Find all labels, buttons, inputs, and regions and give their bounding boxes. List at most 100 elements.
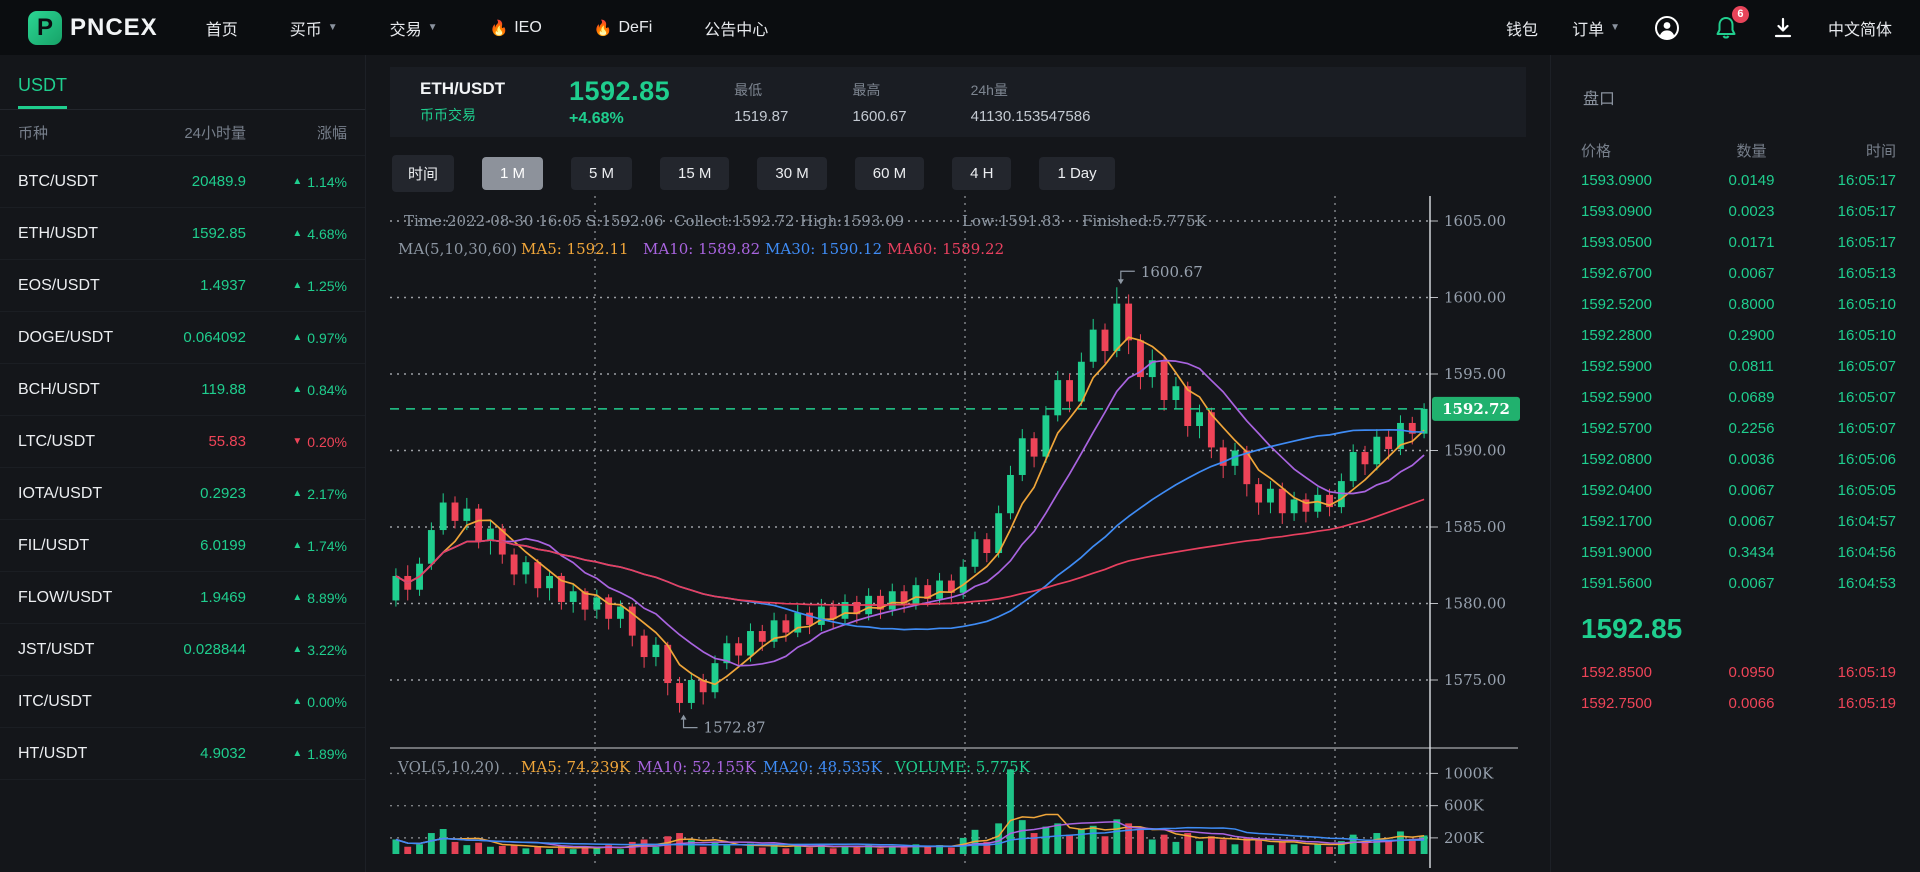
- trade-amount: 0.0067: [1728, 575, 1775, 592]
- pair-label: EOS/USDT: [18, 276, 100, 294]
- chevron-down-icon: ▼: [427, 22, 438, 33]
- download-app-button[interactable]: [1772, 16, 1794, 40]
- market-row-itc[interactable]: ITC/USDT ▲ 0.00%: [0, 676, 365, 728]
- change-value: ▲ 4.68%: [292, 225, 347, 242]
- market-row-iota[interactable]: IOTA/USDT 0.2923 ▲ 2.17%: [0, 468, 365, 520]
- trade-price: 1592.1700: [1581, 513, 1652, 530]
- chevron-down-icon: ▼: [1610, 22, 1620, 33]
- account-button[interactable]: [1654, 15, 1680, 41]
- svg-text:MA5: 74.239K: MA5: 74.239K: [521, 758, 631, 776]
- pair-label: LTC/USDT: [18, 432, 96, 450]
- ask-row[interactable]: 1592.5900 0.0811 16:05:07: [1581, 351, 1896, 382]
- bid-row[interactable]: 1592.8500 0.0950 16:05:19: [1581, 657, 1896, 688]
- pair-label: FIL/USDT: [18, 536, 90, 554]
- interval-15m[interactable]: 15 M: [660, 157, 730, 190]
- main-content: USDT 币种 24小时量 涨幅 BTC/USDT 20489.9 ▲ 1.14% ET…: [0, 55, 1920, 872]
- market-row-jst[interactable]: JST/USDT 0.028844 ▲ 3.22%: [0, 624, 365, 676]
- trade-time: 16:05:06: [1837, 451, 1896, 468]
- volume-value: 0.064092: [183, 329, 246, 346]
- market-row-fil[interactable]: FIL/USDT 6.0199 ▲ 1.74%: [0, 520, 365, 572]
- trade-time: 16:05:07: [1837, 420, 1896, 437]
- market-row-doge[interactable]: DOGE/USDT 0.064092 ▲ 0.97%: [0, 312, 365, 364]
- ask-row[interactable]: 1592.6700 0.0067 16:05:13: [1581, 258, 1896, 289]
- nav-item-5[interactable]: 🔥 DeFi: [594, 19, 652, 37]
- svg-text:Collect:1592.72: Collect:1592.72: [674, 212, 795, 230]
- trade-amount: 0.0811: [1729, 358, 1774, 375]
- nav-item-label: DeFi: [618, 18, 653, 36]
- volume-value: 0.028844: [183, 641, 246, 658]
- ask-row[interactable]: 1592.1700 0.0067 16:04:57: [1581, 506, 1896, 537]
- tab-usdt[interactable]: USDT: [18, 75, 67, 109]
- svg-text:Time:2022-08-30 16:05: Time:2022-08-30 16:05: [404, 212, 581, 230]
- change-value: ▲ 1.74%: [292, 537, 347, 554]
- ask-row[interactable]: 1591.9000 0.3434 16:04:56: [1581, 537, 1896, 568]
- market-tabs: USDT: [0, 55, 365, 110]
- market-row-eos[interactable]: EOS/USDT 1.4937 ▲ 1.25%: [0, 260, 365, 312]
- interval-5m[interactable]: 5 M: [571, 157, 633, 190]
- ask-row[interactable]: 1592.2800 0.2900 16:05:10: [1581, 320, 1896, 351]
- market-row-ltc[interactable]: LTC/USDT 55.83 ▼ 0.20%: [0, 416, 365, 468]
- svg-text:1590.00: 1590.00: [1444, 442, 1506, 460]
- change-value: ▲ 0.97%: [292, 329, 347, 346]
- ask-row[interactable]: 1592.5200 0.8000 16:05:10: [1581, 289, 1896, 320]
- market-row-flow[interactable]: FLOW/USDT 1.9469 ▲ 8.89%: [0, 572, 365, 624]
- ask-row[interactable]: 1593.0900 0.0023 16:05:17: [1581, 196, 1896, 227]
- volume-value: 6.0199: [200, 537, 246, 554]
- trade-price: 1593.0900: [1581, 172, 1652, 189]
- ask-row[interactable]: 1593.0900 0.0149 16:05:17: [1581, 165, 1896, 196]
- market-rows: BTC/USDT 20489.9 ▲ 1.14% ETH/USDT 1592.85 ▲ 4.6…: [0, 156, 365, 780]
- ask-row[interactable]: 1591.5600 0.0067 16:04:53: [1581, 568, 1896, 599]
- market-row-ht[interactable]: HT/USDT 4.9032 ▲ 1.89%: [0, 728, 365, 780]
- interval-4h[interactable]: 4 H: [952, 157, 1012, 190]
- nav-item-6[interactable]: 公告中心: [704, 16, 768, 40]
- interval-60m[interactable]: 60 M: [854, 157, 925, 190]
- svg-text:1595.00: 1595.00: [1444, 365, 1506, 383]
- interval-30m[interactable]: 30 M: [757, 157, 827, 190]
- interval-toolbar: 时间 1 M 5 M 15 M 30 M 60 M 4 H 1 Day: [392, 155, 1526, 192]
- nav-item-label: IEO: [514, 18, 542, 36]
- pair-label: FLOW/USDT: [18, 588, 113, 606]
- svg-text:MA5: 1592.11: MA5: 1592.11: [521, 240, 629, 258]
- market-row-eth[interactable]: ETH/USDT 1592.85 ▲ 4.68%: [0, 208, 365, 260]
- nav-item-1[interactable]: 首页: [206, 16, 238, 40]
- ask-row[interactable]: 1592.0800 0.0036 16:05:06: [1581, 444, 1896, 475]
- orderbook-last-price: 1592.85: [1581, 613, 1683, 644]
- market-row-bch[interactable]: BCH/USDT 119.88 ▲ 0.84%: [0, 364, 365, 416]
- nav-item-2[interactable]: 买币 ▼: [290, 16, 338, 40]
- ask-row[interactable]: 1592.5900 0.0689 16:05:07: [1581, 382, 1896, 413]
- time-dropdown-button[interactable]: 时间: [392, 155, 455, 192]
- interval-1day[interactable]: 1 Day: [1039, 157, 1115, 190]
- ask-row[interactable]: 1593.0500 0.0171 16:05:17: [1581, 227, 1896, 258]
- svg-text:200K: 200K: [1444, 829, 1485, 847]
- notifications-button[interactable]: 6: [1714, 5, 1749, 41]
- volume-value: 1.4937: [200, 277, 246, 294]
- svg-text:1600.67: 1600.67: [1141, 263, 1203, 281]
- ask-row[interactable]: 1592.0400 0.0067 16:05:05: [1581, 475, 1896, 506]
- wallet-link[interactable]: 钱包: [1506, 21, 1539, 39]
- trade-price: 1591.5600: [1581, 575, 1652, 592]
- brand[interactable]: P PNCEX: [28, 10, 158, 45]
- brand-logo-icon: P: [28, 10, 62, 45]
- triangle-up-icon: ▲: [292, 540, 303, 551]
- nav-item-4[interactable]: 🔥 IEO: [490, 19, 542, 37]
- trade-time: 16:05:17: [1837, 203, 1896, 220]
- trade-amount: 0.0067: [1728, 265, 1775, 282]
- volume-value: 1.9469: [200, 589, 246, 606]
- change-value: ▼ 0.20%: [292, 433, 347, 450]
- bell-icon: [1716, 16, 1736, 38]
- ask-row[interactable]: 1592.5700 0.2256 16:05:07: [1581, 413, 1896, 444]
- svg-text:VOL(5,10,20): VOL(5,10,20): [397, 758, 500, 776]
- nav-item-3[interactable]: 交易 ▼: [390, 16, 438, 40]
- trade-amount: 0.0067: [1728, 513, 1775, 530]
- trade-amount: 0.0950: [1728, 664, 1775, 681]
- language-selector[interactable]: 中文简体: [1827, 21, 1892, 39]
- orders-link[interactable]: 订单 ▼: [1572, 16, 1620, 40]
- change-value: ▲ 8.89%: [292, 589, 347, 606]
- pair-label: HT/USDT: [18, 744, 88, 762]
- bid-row[interactable]: 1592.7500 0.0066 16:05:19: [1581, 688, 1896, 719]
- interval-1m[interactable]: 1 M: [482, 157, 544, 190]
- ticker-header: ETH/USDT 币币交易 1592.85 +4.68% 最低 1519.87 …: [390, 67, 1526, 137]
- price-chart[interactable]: 1605.00 1600.00 1595.00 1590.00 1585.00 1580.…: [390, 196, 1526, 868]
- trade-price: 1592.8500: [1581, 664, 1652, 681]
- market-row-btc[interactable]: BTC/USDT 20489.9 ▲ 1.14%: [0, 156, 365, 208]
